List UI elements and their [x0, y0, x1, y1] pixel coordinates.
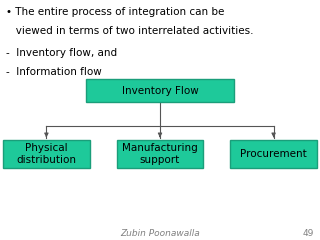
- FancyBboxPatch shape: [117, 140, 203, 168]
- Text: Inventory Flow: Inventory Flow: [122, 86, 198, 96]
- Text: Procurement: Procurement: [240, 149, 307, 159]
- FancyBboxPatch shape: [3, 140, 90, 168]
- Text: Zubin Poonawalla: Zubin Poonawalla: [120, 228, 200, 238]
- Text: Manufacturing
support: Manufacturing support: [122, 144, 198, 165]
- FancyBboxPatch shape: [230, 140, 317, 168]
- Text: -  Inventory flow, and: - Inventory flow, and: [6, 48, 117, 58]
- Text: • The entire process of integration can be: • The entire process of integration can …: [6, 7, 225, 17]
- FancyBboxPatch shape: [86, 79, 234, 102]
- Text: Physical
distribution: Physical distribution: [16, 144, 76, 165]
- Text: 49: 49: [302, 228, 314, 238]
- Text: viewed in terms of two interrelated activities.: viewed in terms of two interrelated acti…: [6, 26, 254, 36]
- Text: -  Information flow: - Information flow: [6, 67, 102, 77]
